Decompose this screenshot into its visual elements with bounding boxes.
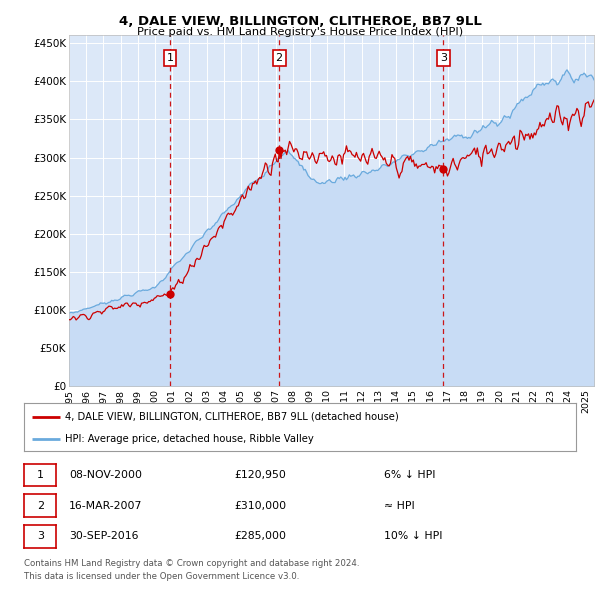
Text: 2: 2: [275, 53, 283, 63]
Text: £120,950: £120,950: [234, 470, 286, 480]
Text: HPI: Average price, detached house, Ribble Valley: HPI: Average price, detached house, Ribb…: [65, 434, 314, 444]
Text: 1: 1: [37, 470, 44, 480]
Text: £310,000: £310,000: [234, 501, 286, 510]
Text: 2: 2: [37, 501, 44, 510]
Text: Price paid vs. HM Land Registry's House Price Index (HPI): Price paid vs. HM Land Registry's House …: [137, 27, 463, 37]
Text: Contains HM Land Registry data © Crown copyright and database right 2024.: Contains HM Land Registry data © Crown c…: [24, 559, 359, 568]
Text: ≈ HPI: ≈ HPI: [384, 501, 415, 510]
Text: 10% ↓ HPI: 10% ↓ HPI: [384, 532, 443, 541]
Text: 16-MAR-2007: 16-MAR-2007: [69, 501, 142, 510]
Text: 6% ↓ HPI: 6% ↓ HPI: [384, 470, 436, 480]
Text: 3: 3: [37, 532, 44, 541]
Text: 30-SEP-2016: 30-SEP-2016: [69, 532, 139, 541]
Text: 08-NOV-2000: 08-NOV-2000: [69, 470, 142, 480]
Text: 3: 3: [440, 53, 447, 63]
Text: This data is licensed under the Open Government Licence v3.0.: This data is licensed under the Open Gov…: [24, 572, 299, 581]
Text: 1: 1: [166, 53, 173, 63]
Text: £285,000: £285,000: [234, 532, 286, 541]
Text: 4, DALE VIEW, BILLINGTON, CLITHEROE, BB7 9LL: 4, DALE VIEW, BILLINGTON, CLITHEROE, BB7…: [119, 15, 481, 28]
Text: 4, DALE VIEW, BILLINGTON, CLITHEROE, BB7 9LL (detached house): 4, DALE VIEW, BILLINGTON, CLITHEROE, BB7…: [65, 411, 399, 421]
